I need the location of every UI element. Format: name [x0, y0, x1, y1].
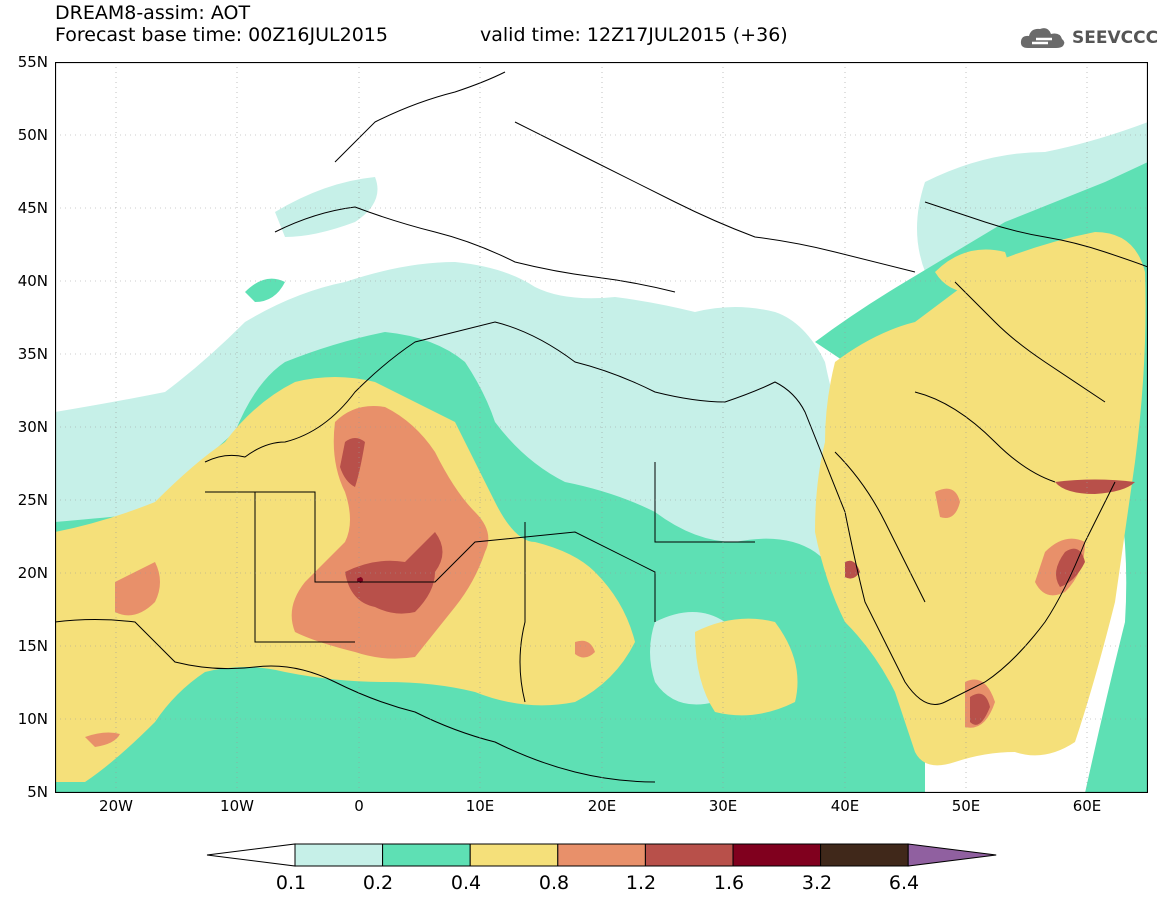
colorbar-label: 1.2 [625, 872, 657, 894]
valid-time: valid time: 12Z17JUL2015 (+36) [480, 24, 788, 46]
lon-label: 30E [708, 797, 738, 815]
product-title: DREAM8-assim: AOT [55, 2, 251, 24]
aot-map [55, 62, 1148, 793]
lat-label: 40N [17, 272, 48, 290]
lon-label: 60E [1072, 797, 1102, 815]
lat-label: 55N [17, 53, 48, 71]
lon-label: 0 [354, 797, 364, 815]
lat-label: 45N [17, 199, 48, 217]
colorbar-cell [557, 843, 646, 867]
colorbar-cell [732, 843, 822, 867]
colorbar-label: 0.2 [362, 872, 394, 894]
lat-label: 15N [17, 637, 48, 655]
lat-label: 20N [17, 564, 48, 582]
lon-label: 50E [951, 797, 981, 815]
colorbar-label: 3.2 [801, 872, 833, 894]
colorbar-label: 0.4 [450, 872, 482, 894]
colorbar-cell [469, 843, 559, 867]
logo-text: SEEVCCC [1072, 28, 1159, 48]
lon-label: 10W [220, 797, 254, 815]
lat-label: 25N [17, 491, 48, 509]
cloud-icon [1020, 28, 1065, 48]
colorbar-cell [820, 843, 909, 867]
lat-label: 35N [17, 345, 48, 363]
colorbar-label: 1.6 [713, 872, 745, 894]
colorbar-cell [294, 843, 384, 867]
lat-label: 10N [17, 710, 48, 728]
colorbar-label: 0.8 [538, 872, 570, 894]
lon-label: 20W [99, 797, 133, 815]
colorbar-cell-below [206, 843, 296, 867]
lat-label: 50N [17, 126, 48, 144]
lat-label: 30N [17, 418, 48, 436]
grid-lines [55, 62, 1148, 793]
colorbar-label: 6.4 [888, 872, 920, 894]
colorbar [205, 842, 1000, 876]
colorbar-cell-above [907, 843, 997, 867]
colorbar-label: 0.1 [275, 872, 307, 894]
seevccc-logo: SEEVCCC [1018, 24, 1158, 52]
forecast-base-time: Forecast base time: 00Z16JUL2015 [55, 24, 388, 46]
lon-label: 20E [587, 797, 617, 815]
colorbar-cell [644, 843, 734, 867]
colorbar-cell [382, 843, 471, 867]
coastlines [55, 71, 1148, 783]
lon-label: 40E [830, 797, 860, 815]
title-block: DREAM8-assim: AOT Forecast base time: 00… [55, 2, 388, 46]
lat-label: 5N [27, 783, 48, 801]
lon-label: 10E [465, 797, 495, 815]
